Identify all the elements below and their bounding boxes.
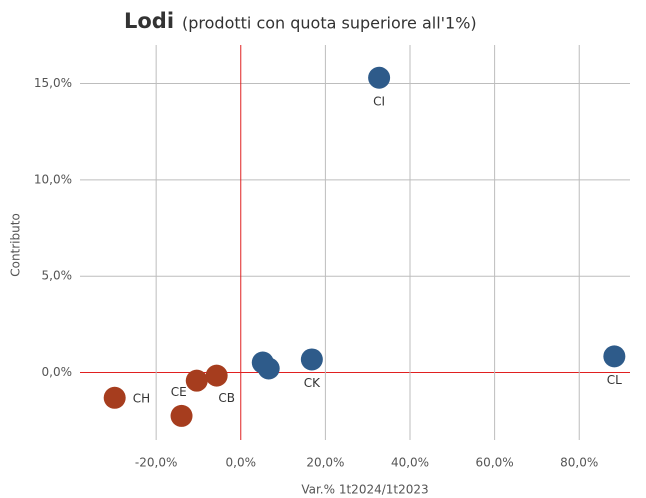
point	[185, 369, 208, 392]
point	[368, 66, 391, 89]
y-tick-label: 0,0%	[42, 365, 73, 379]
point	[205, 364, 228, 387]
point	[603, 345, 626, 368]
point-label: CI	[373, 94, 385, 108]
point-label: CB	[218, 391, 235, 405]
x-tick-label: 0,0%	[226, 456, 257, 470]
chart-subtitle: (prodotti con quota superiore all'1%)	[182, 14, 477, 33]
y-tick-label: 10,0%	[34, 172, 72, 186]
x-tick-label: -20,0%	[135, 456, 177, 470]
y-tick-label: 5,0%	[42, 269, 73, 283]
point-label: CE	[171, 385, 187, 399]
point	[300, 348, 323, 371]
x-tick-label: 80,0%	[560, 456, 598, 470]
x-axis-label: Var.% 1t2024/1t2023	[301, 483, 428, 497]
y-axis-label: Contributo	[9, 213, 23, 277]
point-label: CH	[133, 391, 150, 405]
x-tick-label: 20,0%	[306, 456, 344, 470]
point-label: CK	[304, 376, 321, 390]
y-tick-label: 15,0%	[34, 76, 72, 90]
point	[170, 404, 193, 427]
point	[257, 357, 280, 380]
point	[103, 386, 126, 409]
x-tick-label: 60,0%	[476, 456, 514, 470]
chart-title: Lodi	[124, 9, 174, 33]
point-label: CL	[607, 373, 622, 387]
x-tick-label: 40,0%	[391, 456, 429, 470]
